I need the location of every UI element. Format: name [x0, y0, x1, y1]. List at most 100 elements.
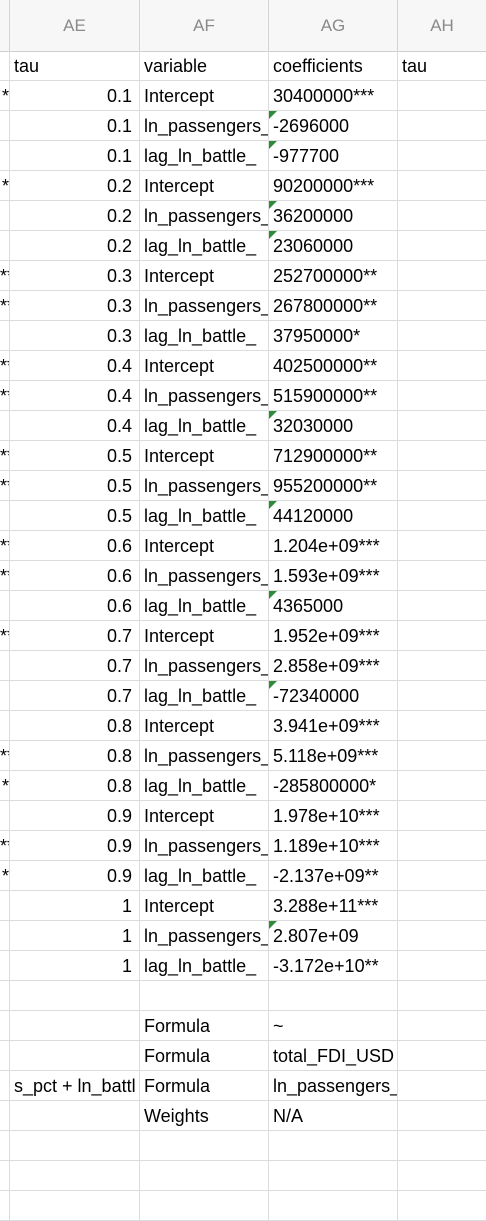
cell-c1[interactable]: 0.6: [10, 591, 140, 621]
cell-c3[interactable]: 30400000***: [269, 81, 398, 111]
cell-c0[interactable]: *: [0, 171, 10, 201]
cell-c0[interactable]: **: [0, 531, 10, 561]
cell-c3[interactable]: -2.137e+09**: [269, 861, 398, 891]
cell-c1[interactable]: 0.8: [10, 711, 140, 741]
cell-c4[interactable]: [398, 681, 486, 711]
cell-c0[interactable]: [0, 141, 10, 171]
cell-c2[interactable]: lag_ln_battle_: [140, 141, 269, 171]
cell-c4[interactable]: [398, 171, 486, 201]
cell-c1[interactable]: [10, 1101, 140, 1131]
cell-c2[interactable]: Formula: [140, 1041, 269, 1071]
cell-c0[interactable]: [0, 201, 10, 231]
column-header-af[interactable]: AF: [140, 0, 269, 51]
cell-c3[interactable]: coefficients: [269, 51, 398, 81]
cell-c0[interactable]: [0, 1131, 10, 1161]
cell-c1[interactable]: [10, 981, 140, 1011]
cell-c0[interactable]: **: [0, 441, 10, 471]
cell-c2[interactable]: lag_ln_battle_: [140, 231, 269, 261]
cell-c3[interactable]: [269, 1131, 398, 1161]
cell-c1[interactable]: 0.4: [10, 411, 140, 441]
cell-c4[interactable]: [398, 1071, 486, 1101]
cell-c0[interactable]: **: [0, 561, 10, 591]
cell-c1[interactable]: 0.9: [10, 861, 140, 891]
error-indicator-icon[interactable]: [269, 141, 277, 149]
cell-c4[interactable]: [398, 861, 486, 891]
cell-c3[interactable]: ~: [269, 1011, 398, 1041]
cell-c4[interactable]: tau: [398, 51, 486, 81]
cell-c3[interactable]: 1.952e+09***: [269, 621, 398, 651]
cell-c3[interactable]: 267800000**: [269, 291, 398, 321]
cell-c2[interactable]: [140, 1131, 269, 1161]
cell-c3[interactable]: 712900000**: [269, 441, 398, 471]
cell-c3[interactable]: 32030000: [269, 411, 398, 441]
cell-c0[interactable]: **: [0, 471, 10, 501]
cell-c4[interactable]: [398, 111, 486, 141]
cell-c4[interactable]: [398, 321, 486, 351]
cell-c2[interactable]: lag_ln_battle_: [140, 681, 269, 711]
cell-c4[interactable]: [398, 291, 486, 321]
cell-c3[interactable]: 2.807e+09: [269, 921, 398, 951]
cell-c2[interactable]: Intercept: [140, 261, 269, 291]
cell-c3[interactable]: 1.978e+10***: [269, 801, 398, 831]
cell-c2[interactable]: ln_passengers_: [140, 201, 269, 231]
cell-c0[interactable]: **: [0, 351, 10, 381]
cell-c2[interactable]: Weights: [140, 1101, 269, 1131]
cell-c2[interactable]: lag_ln_battle_: [140, 321, 269, 351]
cell-c2[interactable]: Intercept: [140, 711, 269, 741]
cell-c4[interactable]: [398, 1161, 486, 1191]
cell-c1[interactable]: [10, 1161, 140, 1191]
cell-c1[interactable]: 0.4: [10, 351, 140, 381]
cell-c1[interactable]: 0.2: [10, 231, 140, 261]
cell-c3[interactable]: 1.204e+09***: [269, 531, 398, 561]
cell-c2[interactable]: Intercept: [140, 171, 269, 201]
cell-c2[interactable]: ln_passengers_: [140, 651, 269, 681]
cell-c1[interactable]: 0.5: [10, 441, 140, 471]
cell-c2[interactable]: lag_ln_battle_: [140, 501, 269, 531]
cell-c2[interactable]: ln_passengers_: [140, 831, 269, 861]
cell-c1[interactable]: 0.3: [10, 291, 140, 321]
error-indicator-icon[interactable]: [269, 591, 277, 599]
error-indicator-icon[interactable]: [269, 231, 277, 239]
cell-c3[interactable]: -72340000: [269, 681, 398, 711]
cell-c0[interactable]: *: [0, 861, 10, 891]
cell-c4[interactable]: [398, 741, 486, 771]
cell-c1[interactable]: [10, 1191, 140, 1221]
cell-c2[interactable]: ln_passengers_: [140, 561, 269, 591]
cell-c1[interactable]: 0.2: [10, 171, 140, 201]
cell-c4[interactable]: [398, 831, 486, 861]
cell-c0[interactable]: [0, 951, 10, 981]
cell-c4[interactable]: [398, 501, 486, 531]
cell-c3[interactable]: 90200000***: [269, 171, 398, 201]
cell-c1[interactable]: 0.4: [10, 381, 140, 411]
cell-c2[interactable]: Intercept: [140, 891, 269, 921]
cell-c0[interactable]: [0, 1011, 10, 1041]
cell-c3[interactable]: 4365000: [269, 591, 398, 621]
cell-c1[interactable]: tau: [10, 51, 140, 81]
cell-c1[interactable]: 1: [10, 891, 140, 921]
cell-c3[interactable]: 2.858e+09***: [269, 651, 398, 681]
cell-c1[interactable]: 0.9: [10, 801, 140, 831]
cell-c2[interactable]: Intercept: [140, 621, 269, 651]
cell-c0[interactable]: [0, 1161, 10, 1191]
cell-c4[interactable]: [398, 201, 486, 231]
cell-c3[interactable]: -3.172e+10**: [269, 951, 398, 981]
cell-c0[interactable]: **: [0, 741, 10, 771]
cell-c1[interactable]: s_pct + ln_battl: [10, 1071, 140, 1101]
cell-c1[interactable]: 0.5: [10, 471, 140, 501]
cell-c4[interactable]: [398, 1191, 486, 1221]
cell-c3[interactable]: 955200000**: [269, 471, 398, 501]
cell-c0[interactable]: *: [0, 771, 10, 801]
cell-c4[interactable]: [398, 81, 486, 111]
cell-c1[interactable]: 0.7: [10, 651, 140, 681]
cell-c4[interactable]: [398, 1101, 486, 1131]
cell-c0[interactable]: [0, 1101, 10, 1131]
cell-c2[interactable]: [140, 1161, 269, 1191]
cell-c0[interactable]: **: [0, 831, 10, 861]
cell-c2[interactable]: variable: [140, 51, 269, 81]
cell-c4[interactable]: [398, 561, 486, 591]
cell-c3[interactable]: ln_passengers_pct + lag_: [269, 1071, 398, 1101]
cell-c1[interactable]: 0.7: [10, 681, 140, 711]
cell-c0[interactable]: [0, 111, 10, 141]
error-indicator-icon[interactable]: [269, 921, 277, 929]
cell-c3[interactable]: [269, 1191, 398, 1221]
